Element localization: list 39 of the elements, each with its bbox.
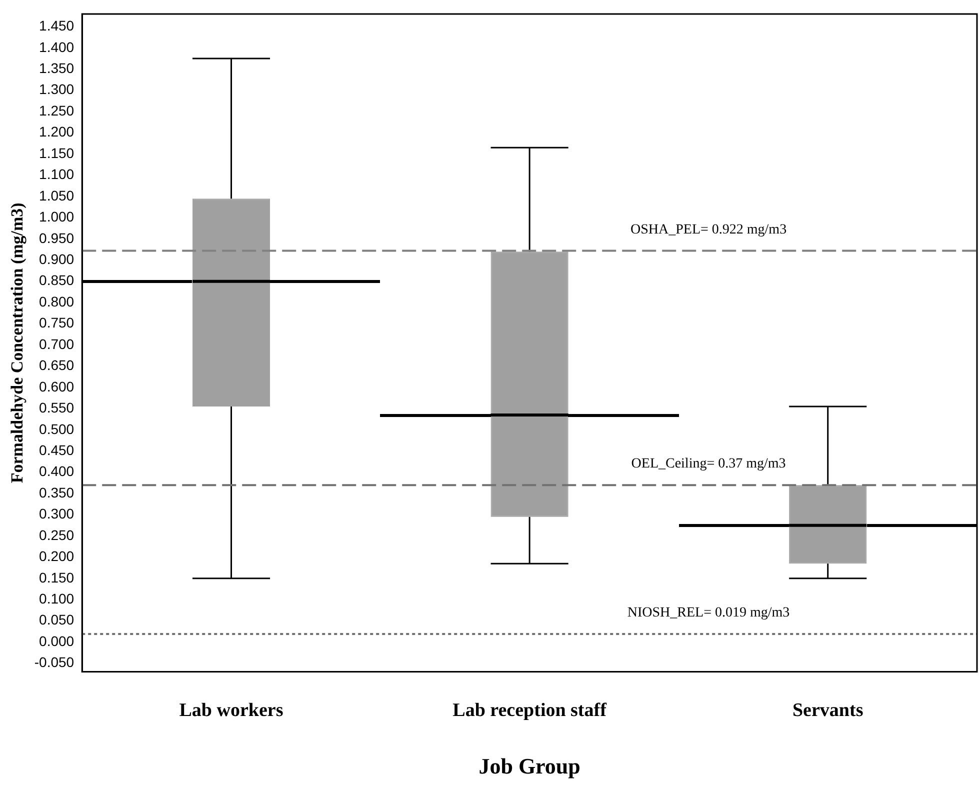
y-tick-label: 1.200: [39, 124, 74, 140]
y-tick-label: 1.150: [39, 144, 74, 161]
y-tick-label: 0.350: [39, 484, 74, 500]
y-tick-label: 1.300: [39, 81, 74, 98]
y-tick-label: 0.500: [39, 420, 74, 437]
y-tick-label: 0.150: [39, 569, 74, 586]
y-tick-label: 0.850: [39, 272, 74, 288]
y-tick-label: 0.950: [39, 230, 74, 246]
y-tick-label: 1.000: [39, 208, 74, 225]
y-tick-label: 1.050: [39, 187, 74, 204]
ref-line-label: OSHA_PEL= 0.922 mg/m3: [630, 222, 787, 238]
y-tick-label: 0.800: [39, 293, 74, 310]
x-axis-title: Job Group: [478, 753, 580, 778]
x-tick-label: Lab workers: [179, 700, 284, 722]
ref-line-label: OEL_Ceiling= 0.37 mg/m3: [631, 456, 786, 472]
y-tick-label: 0.000: [39, 632, 74, 649]
y-tick-label: 0.450: [39, 442, 74, 458]
y-tick-label: 1.100: [39, 166, 74, 182]
x-tick-label: Servants: [792, 700, 864, 722]
ref-line-label: NIOSH_REL= 0.019 mg/m3: [627, 606, 790, 621]
y-tick-label: 1.450: [39, 18, 74, 34]
y-tick-label: -0.050: [34, 654, 74, 670]
y-axis-title: Formaldehyde Concentration (mg/m3): [8, 202, 27, 484]
y-tick-label: 0.250: [39, 526, 74, 543]
y-tick-label: 0.050: [39, 612, 74, 628]
y-tick-label: 0.700: [39, 336, 74, 352]
x-tick-label: Lab reception staff: [452, 700, 608, 722]
y-tick-label: 0.600: [39, 378, 74, 394]
y-tick-label: 0.900: [39, 251, 74, 268]
y-tick-label: 1.250: [39, 102, 74, 118]
y-tick-label: 0.200: [39, 548, 74, 564]
y-tick-label: 0.400: [39, 463, 74, 480]
y-tick-label: 0.550: [39, 400, 74, 416]
y-tick-label: 0.100: [39, 590, 74, 607]
y-tick-label: 0.300: [39, 506, 74, 522]
y-tick-label: 1.400: [39, 38, 74, 55]
y-tick-label: 1.350: [39, 60, 74, 76]
y-tick-label: 0.750: [39, 314, 74, 331]
y-tick-label: 0.650: [39, 357, 74, 374]
